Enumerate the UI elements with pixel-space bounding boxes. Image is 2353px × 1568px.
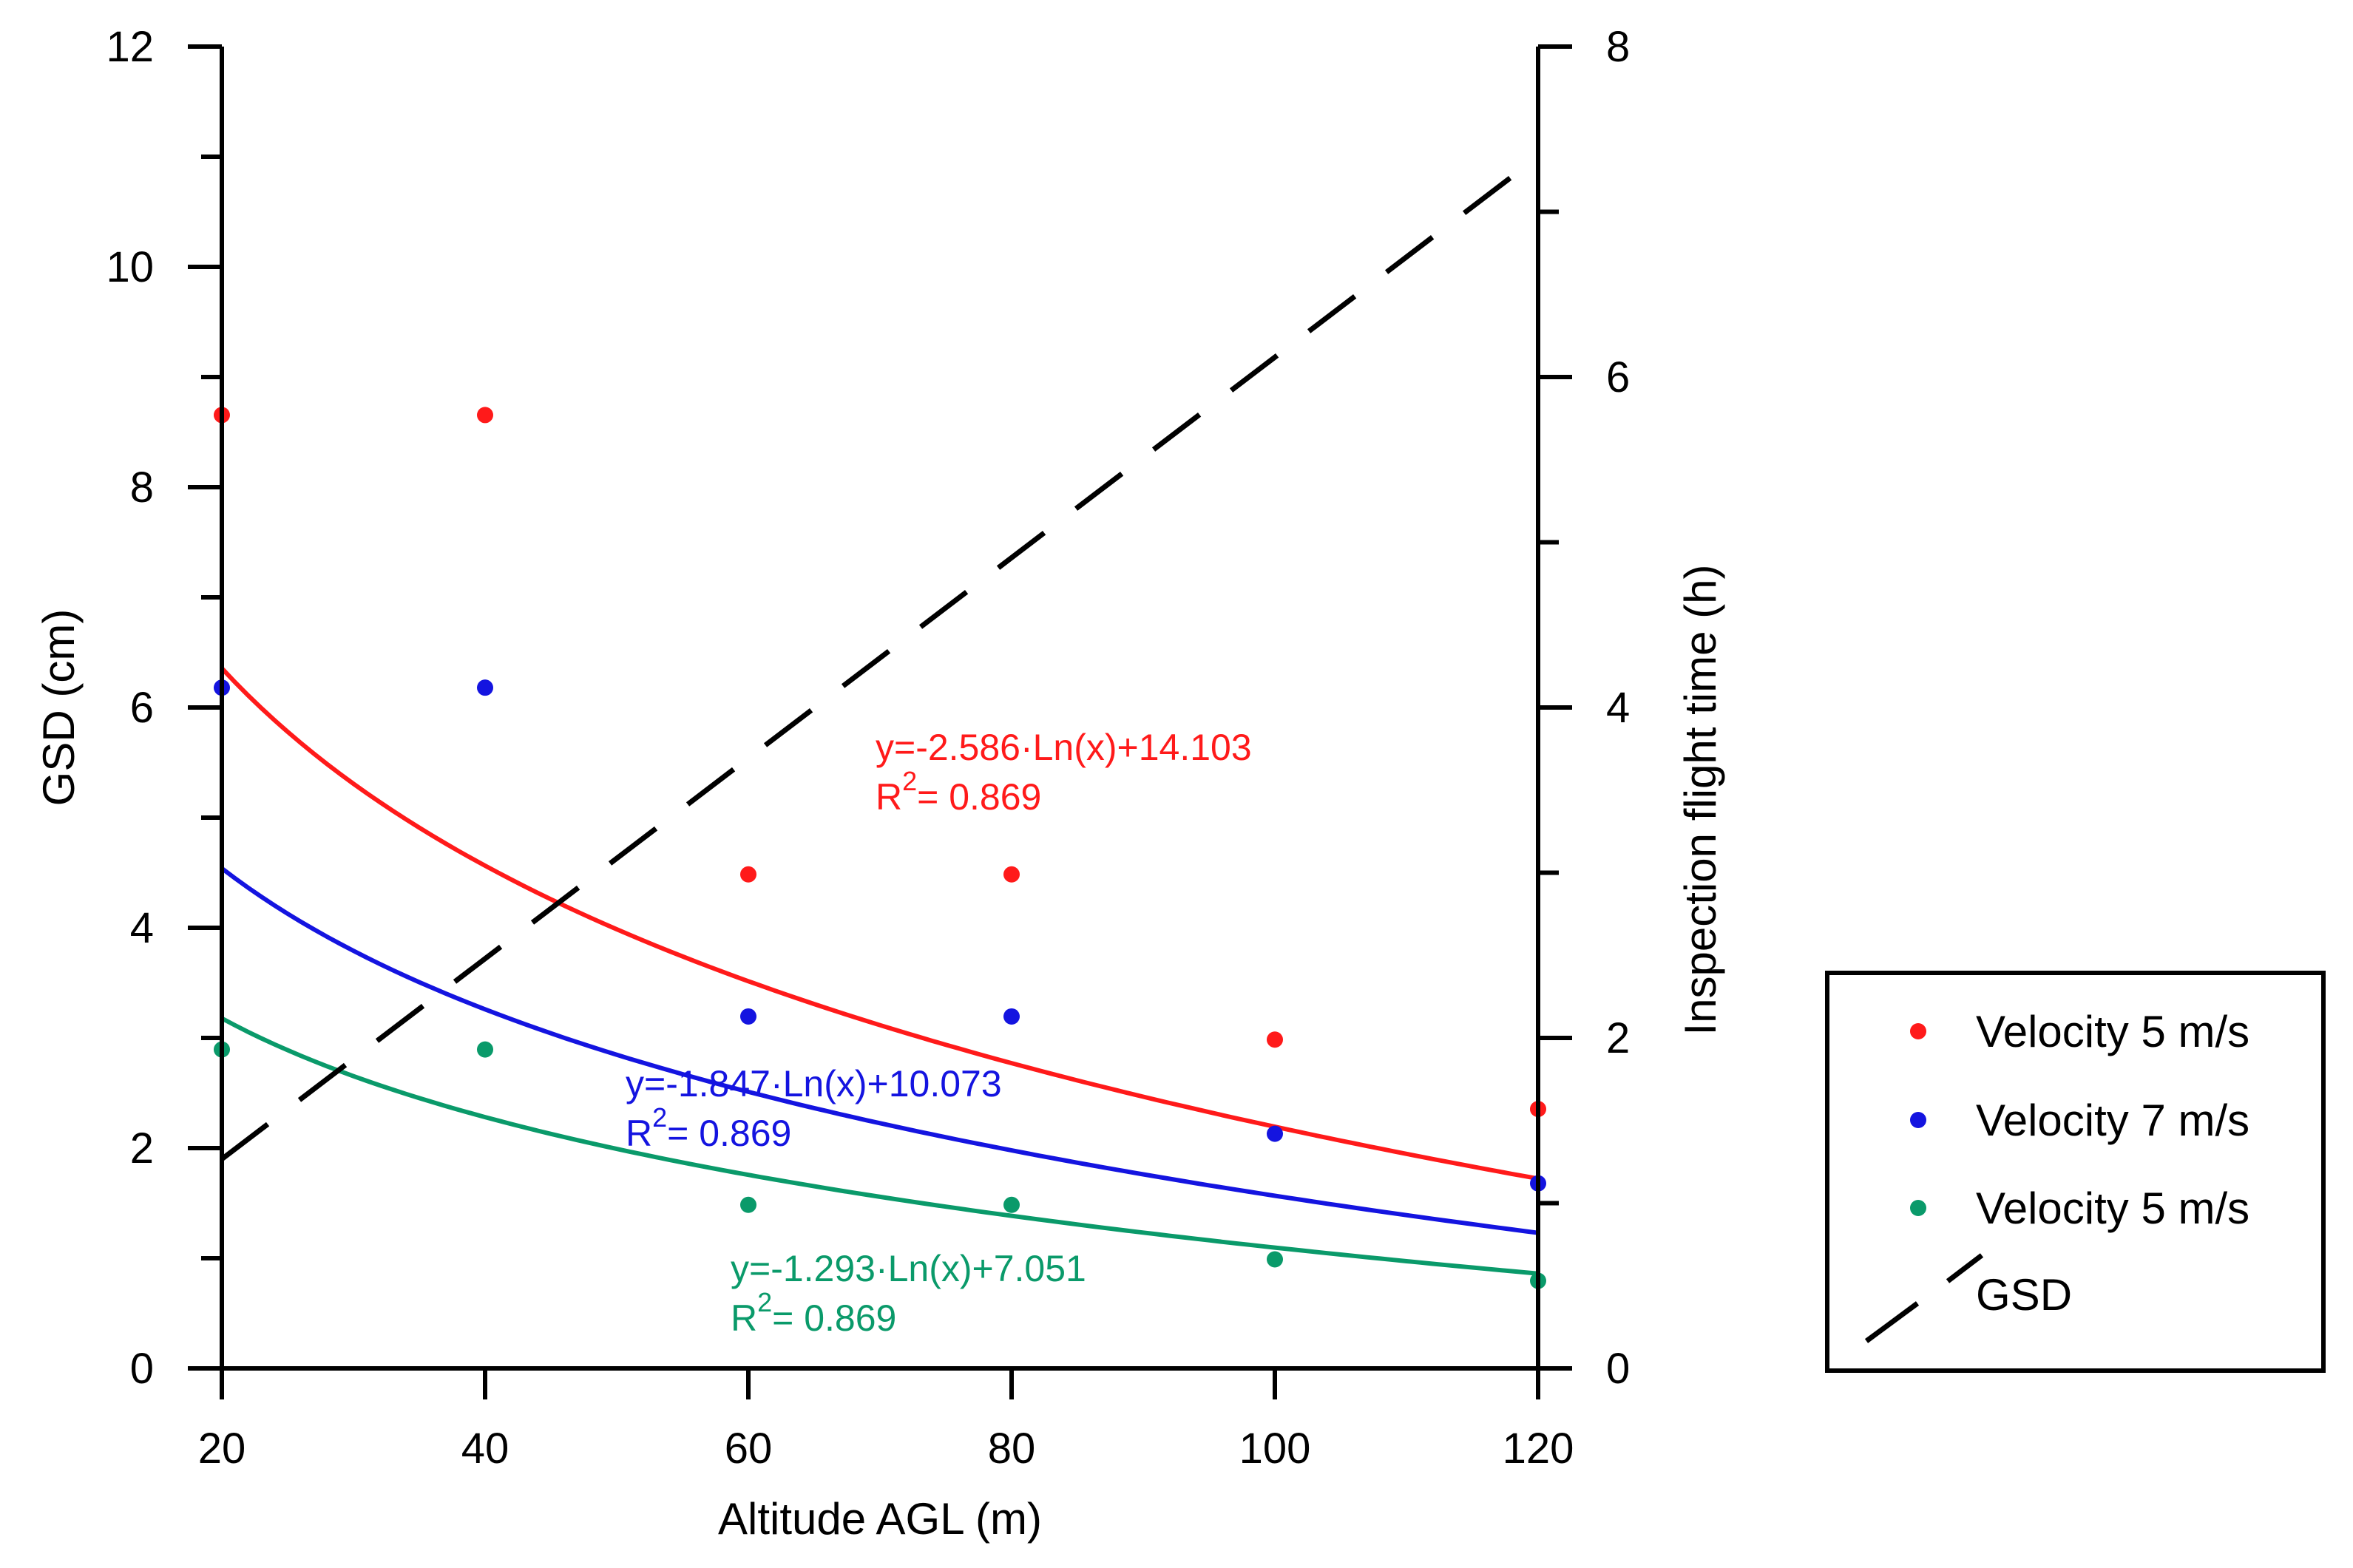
- r2-symbol: R: [876, 776, 902, 818]
- fit-equation: y=-1.293·Ln(x)+7.051: [731, 1248, 1086, 1289]
- data-point: [740, 866, 756, 883]
- legend-label: Velocity 5 m/s: [1976, 1184, 2249, 1233]
- data-point: [740, 1008, 756, 1025]
- y2-tick-label: 2: [1606, 1014, 1630, 1062]
- fit-curve: [220, 1016, 1539, 1276]
- data-point: [1267, 1125, 1283, 1142]
- legend-box: [1825, 971, 2326, 1373]
- x-tick-label: 100: [1239, 1425, 1311, 1473]
- legend-marker: [1910, 1200, 1926, 1216]
- y-tick-label: 2: [130, 1124, 154, 1172]
- data-points: [214, 407, 1546, 1289]
- legend-marker: [1910, 1023, 1926, 1039]
- fit-r-squared: R2= 0.869: [626, 1102, 791, 1154]
- legend-label: Velocity 5 m/s: [1976, 1007, 2249, 1056]
- legend-label: GSD: [1976, 1270, 2072, 1320]
- r2-value: = 0.869: [917, 776, 1041, 818]
- fit-curves: [220, 666, 1539, 1276]
- data-point: [1267, 1031, 1283, 1048]
- y2-tick-label: 0: [1606, 1345, 1630, 1393]
- fit-equation: y=-2.586·Ln(x)+14.103: [876, 727, 1252, 768]
- y-tick-label: 0: [130, 1345, 154, 1393]
- y-tick-label: 8: [130, 464, 154, 512]
- y-tick-label: 10: [106, 243, 154, 291]
- r2-superscript: 2: [902, 766, 917, 796]
- r2-superscript: 2: [757, 1287, 772, 1317]
- fit-equation: y=-1.847·Ln(x)+10.073: [626, 1063, 1002, 1104]
- y-tick-label: 6: [130, 684, 154, 732]
- x-tick-label: 80: [988, 1425, 1036, 1473]
- legend: Velocity 5 m/s Velocity 7 m/s Velocity 5 m…: [1825, 971, 2326, 1373]
- y-tick-label: 4: [130, 904, 154, 952]
- x-tick-label: 40: [461, 1425, 509, 1473]
- r2-superscript: 2: [652, 1102, 667, 1133]
- fit-curve: [220, 866, 1539, 1235]
- gsd-line: [220, 155, 1540, 1161]
- data-point: [1003, 1008, 1020, 1025]
- r2-value: = 0.869: [772, 1297, 896, 1339]
- x-tick-label: 20: [198, 1425, 246, 1473]
- x-tick-label: 60: [725, 1425, 773, 1473]
- r2-value: = 0.869: [667, 1113, 791, 1154]
- data-point: [1003, 866, 1020, 883]
- legend-marker: [1910, 1112, 1926, 1128]
- fit-curve: [220, 666, 1539, 1181]
- r2-symbol: R: [626, 1113, 652, 1154]
- data-point: [740, 1196, 756, 1213]
- fit-r-squared: R2= 0.869: [876, 766, 1041, 818]
- data-point: [477, 1041, 493, 1058]
- y2-axis-title: Inspection flight time (h): [1676, 565, 1725, 1036]
- x-axis-title: Altitude AGL (m): [718, 1494, 1042, 1544]
- legend-label: Velocity 7 m/s: [1976, 1096, 2249, 1145]
- legend-gsd-dash: [1946, 1253, 1984, 1283]
- gsd-line-group: [220, 155, 1540, 1161]
- data-point: [477, 407, 493, 424]
- x-tick-label: 120: [1503, 1425, 1574, 1473]
- data-point: [1267, 1251, 1283, 1268]
- y2-tick-label: 4: [1606, 684, 1630, 732]
- fit-r-squared: R2= 0.869: [731, 1287, 896, 1339]
- y2-tick-label: 6: [1606, 353, 1630, 401]
- legend-gsd-dash: [1864, 1301, 1920, 1343]
- data-point: [477, 679, 493, 696]
- y-axis-title: GSD (cm): [34, 609, 84, 807]
- y2-tick-label: 8: [1606, 23, 1630, 71]
- y-tick-label: 12: [106, 23, 154, 71]
- r2-symbol: R: [731, 1297, 757, 1339]
- data-point: [1003, 1196, 1020, 1213]
